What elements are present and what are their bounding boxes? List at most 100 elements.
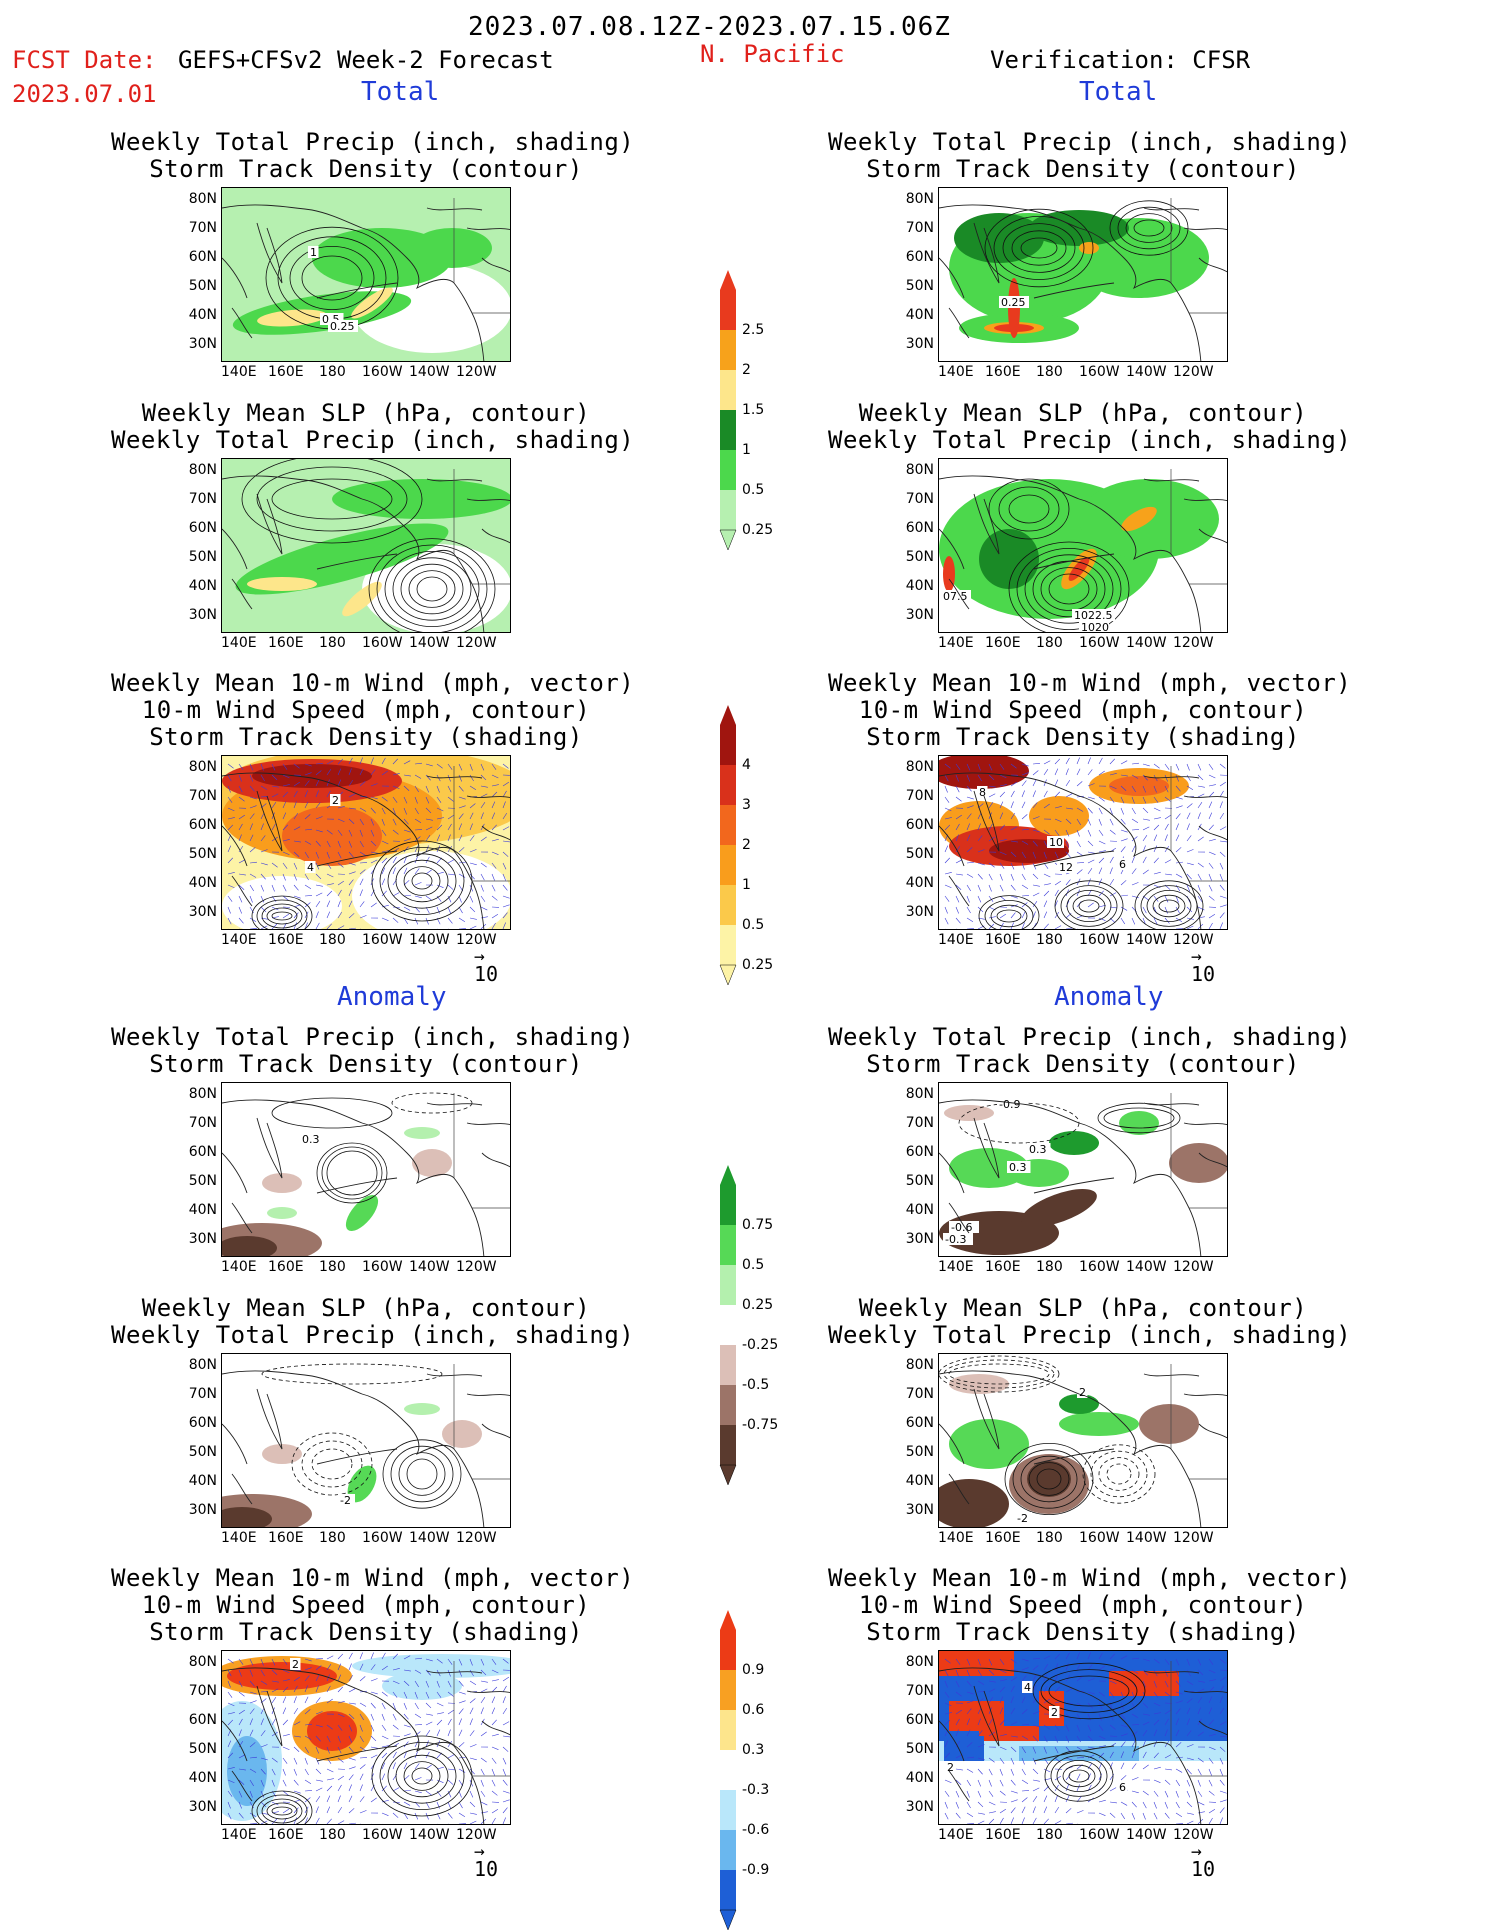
vector-arrow: → [474, 952, 498, 962]
lat-tick-label: 50N [183, 1741, 217, 1757]
precip-anom-dry [412, 1149, 452, 1177]
contour-label: 2 [947, 1761, 954, 1774]
panel-title-line: Weekly Mean 10-m Wind (mph, vector) [828, 670, 1338, 697]
lon-tick-label: 120W [1173, 364, 1214, 380]
lon-tick-label: 140W [1126, 635, 1167, 651]
colorbar-label: 0.5 [742, 482, 764, 498]
colorbar-label: 0.6 [742, 1702, 764, 1718]
colorbar-label: -0.5 [742, 1377, 769, 1393]
contour-label: 2 [292, 1658, 299, 1671]
contour-label: 2 [332, 794, 339, 807]
panel-title: Weekly Mean 10-m Wind (mph, vector)10-m … [828, 1565, 1338, 1646]
lon-tick-label: 140E [938, 1827, 974, 1843]
lat-tick-label: 50N [183, 549, 217, 565]
panel-title-line: Storm Track Density (shading) [828, 724, 1338, 751]
colorbar-segment [720, 1425, 736, 1465]
lon-tick-label: 160E [268, 364, 304, 380]
lat-tick-label: 60N [900, 249, 934, 265]
precip-anom-dry [1139, 1404, 1199, 1444]
lon-tick-label: 140W [409, 1259, 450, 1275]
lat-tick-label: 70N [900, 491, 934, 507]
contour-label: 12 [1059, 861, 1073, 874]
panel-title-line: Weekly Total Precip (inch, shading) [828, 427, 1338, 454]
lat-tick-label: 60N [900, 1144, 934, 1160]
wind-arrow [1143, 1824, 1147, 1825]
lon-tick-label: 160E [268, 635, 304, 651]
lon-tick-label: 140W [1126, 1530, 1167, 1546]
wind-arrow [1121, 929, 1124, 930]
lon-tick-label: 180 [1036, 1259, 1063, 1275]
wind-arrow [956, 1824, 963, 1825]
lat-tick-label: 40N [183, 578, 217, 594]
panel-title: Weekly Total Precip (inch, shading)Storm… [111, 129, 621, 183]
precip-anom-wet [1119, 1111, 1159, 1135]
panel-title: Weekly Mean SLP (hPa, contour)Weekly Tot… [111, 400, 621, 454]
panel-title-line: Weekly Total Precip (inch, shading) [828, 1024, 1338, 1051]
lat-tick-label: 70N [183, 788, 217, 804]
wind-arrow [1077, 1824, 1084, 1825]
wind-arrow [1088, 1824, 1094, 1825]
lat-tick-label: 40N [900, 1770, 934, 1786]
colorbar-bottom-cap [720, 965, 736, 985]
wind-arrow [360, 1824, 367, 1825]
lon-tick-label: 120W [456, 635, 497, 651]
panel-title: Weekly Mean 10-m Wind (mph, vector)10-m … [111, 1565, 621, 1646]
wind-arrow [239, 929, 246, 930]
lon-tick-label: 140W [409, 932, 450, 948]
lat-tick-label: 30N [900, 904, 934, 920]
wind-arrow [1165, 1824, 1172, 1825]
lon-tick-label: 160E [985, 635, 1021, 651]
vector-reference-value: 10 [1191, 1857, 1215, 1881]
lat-tick-label: 60N [183, 817, 217, 833]
panel-title-line: 10-m Wind Speed (mph, contour) [828, 697, 1338, 724]
wind-arrow [956, 929, 963, 930]
colorbar-segment [720, 1265, 736, 1305]
lon-tick-label: 140E [221, 635, 257, 651]
panel-title-line: Weekly Total Precip (inch, shading) [828, 129, 1338, 156]
panel-title: Weekly Mean SLP (hPa, contour)Weekly Tot… [828, 1295, 1338, 1349]
precip-max [954, 213, 1044, 263]
colorbar-segment [720, 370, 736, 410]
lat-tick-label: 40N [183, 1202, 217, 1218]
colorbar-segment [720, 1670, 736, 1710]
map-frame [221, 458, 511, 633]
lon-tick-label: 180 [1036, 932, 1063, 948]
contour-label: 6 [1119, 1781, 1126, 1794]
colorbar-label: 1 [742, 442, 751, 458]
colorbar-label: -0.3 [742, 1782, 769, 1798]
precip-band [412, 228, 492, 268]
lat-tick-label: 60N [900, 520, 934, 536]
precip-max [1079, 242, 1099, 254]
map-frame: 2 [221, 1650, 511, 1825]
precip-max [979, 529, 1039, 589]
colorbar-segment [720, 845, 736, 885]
lon-tick-label: 120W [1173, 1259, 1214, 1275]
contour-label: 0.3 [1009, 1161, 1027, 1174]
lat-tick-label: 50N [900, 278, 934, 294]
lon-tick-label: 180 [319, 932, 346, 948]
wind-arrow [360, 929, 367, 930]
precip-max [943, 556, 955, 592]
colorbar-label: 0.25 [742, 522, 773, 538]
colorbar-segment [720, 765, 736, 805]
lon-tick-label: 140W [1126, 932, 1167, 948]
colorbar-label: 1 [742, 877, 751, 893]
lat-tick-label: 40N [900, 875, 934, 891]
lon-tick-label: 160W [362, 364, 403, 380]
contour-label: 0.3 [302, 1133, 320, 1146]
lat-tick-label: 30N [900, 1502, 934, 1518]
vector-arrow: → [1191, 952, 1215, 962]
wind-arrow [437, 929, 442, 930]
map-svg: -22 [939, 1354, 1228, 1528]
panel-title: Weekly Total Precip (inch, shading)Storm… [828, 1024, 1338, 1078]
colorbar-segment [720, 725, 736, 765]
panel-title-line: Storm Track Density (contour) [828, 156, 1338, 183]
wind-arrow [1099, 929, 1103, 930]
lat-tick-label: 50N [900, 846, 934, 862]
wind-arrow [382, 1824, 386, 1825]
panel-title-line: Storm Track Density (shading) [111, 1619, 621, 1646]
lat-tick-label: 70N [900, 1386, 934, 1402]
precip-anom-wet [949, 1419, 1029, 1469]
